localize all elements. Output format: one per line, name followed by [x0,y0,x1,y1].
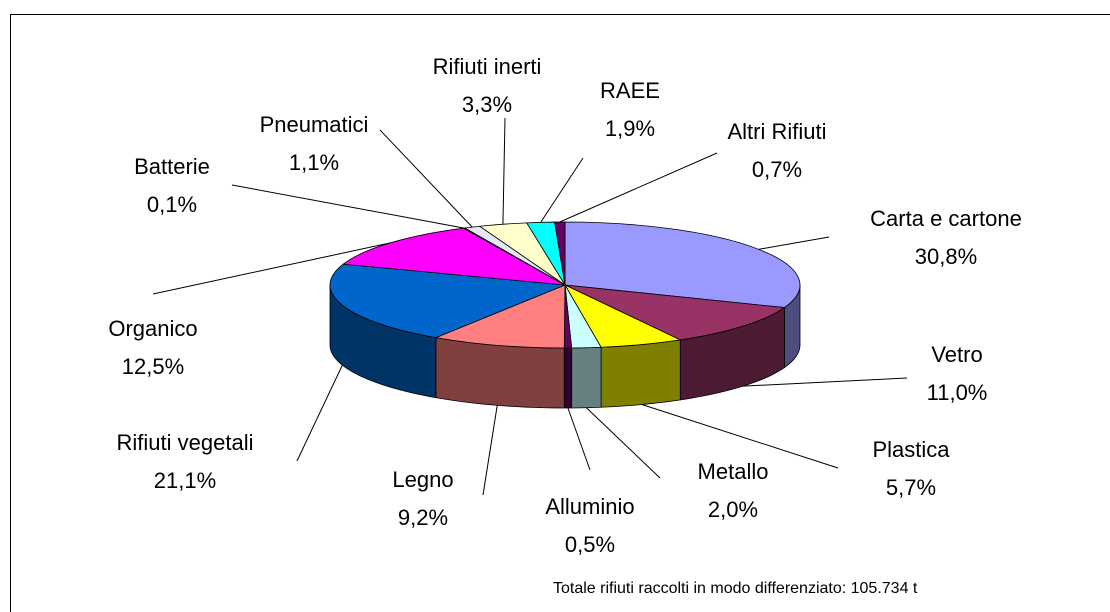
slice-value-label: 9,2% [398,505,448,530]
slice-value-label: 11,0% [927,380,988,405]
slice-value-label: 0,5% [565,532,615,557]
slice-label: Carta e cartone [870,206,1022,231]
leader-line [758,236,830,250]
slice-side [563,347,573,409]
leader-line [152,242,391,295]
slice-label: Vetro [931,342,982,367]
slice-value-label: 1,9% [605,116,655,141]
leader-line [559,152,718,223]
slice-label: Alluminio [545,494,634,519]
slice-value-label: 1,1% [289,150,339,175]
leader-line [231,184,465,229]
slice-label: Organico [108,316,197,341]
slice-side [571,346,602,409]
slice-label: Altri Rifiuti [727,119,826,144]
slice-side [435,337,565,409]
slice-label: Metallo [698,459,769,484]
leader-line [502,117,506,225]
slice-value-label: 0,1% [147,192,197,217]
slice-value-label: 5,7% [886,475,936,500]
slice [342,227,566,286]
leader-line [742,377,908,387]
slice-side [600,339,681,408]
slice-value-label: 0,7% [752,157,802,182]
leader-line [296,364,343,462]
slice-label: Batterie [134,154,210,179]
slice-value-label: 30,8% [915,244,977,269]
slice-value-label: 21,1% [154,468,216,493]
slice [434,284,566,349]
slice-label: Rifiuti inerti [433,54,542,79]
slice [554,221,566,286]
slice-label: Plastica [872,437,950,462]
leader-line [482,405,498,496]
annotation: Totale rifiuti raccolti in modo differen… [553,580,918,597]
slice-value-label: 2,0% [708,497,758,522]
leader-line [540,157,584,223]
slice-value-label: 3,3% [462,92,512,117]
slice [564,284,786,341]
leader-line [567,407,591,471]
leader-line [379,129,473,228]
slice [329,263,566,339]
leader-line [586,407,661,479]
chart-frame [10,14,1110,612]
slice-label: Pneumatici [260,112,369,137]
slice-label: RAEE [600,78,660,103]
slice-label: Rifiuti vegetali [117,430,254,455]
slice-value-label: 12,5% [122,354,184,379]
slice-label: Legno [392,467,453,492]
leader-line [641,404,839,469]
